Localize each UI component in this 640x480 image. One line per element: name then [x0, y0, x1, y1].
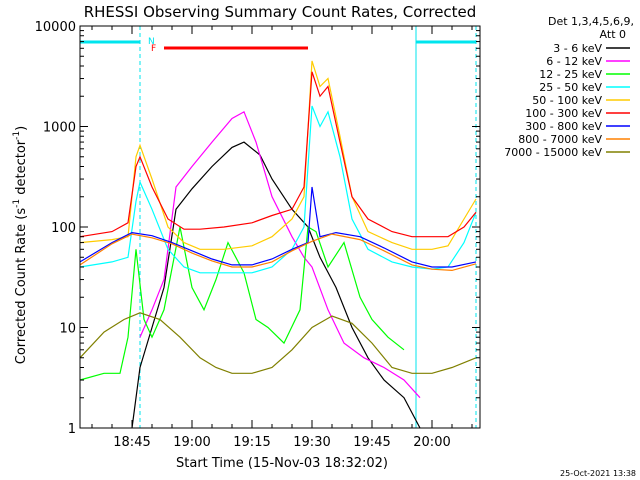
series-line — [139, 110, 421, 399]
y-tick-label: 10 — [59, 322, 76, 337]
plot-region: NF — [79, 26, 477, 429]
legend-label: 25 - 50 keV — [539, 81, 602, 94]
legend-label: 100 - 300 keV — [525, 107, 602, 120]
footer-date: 25-Oct-2021 13:38 — [560, 469, 636, 478]
series-line — [79, 105, 477, 274]
legend-subtitle: Att 0 — [600, 28, 626, 41]
chart-title: RHESSI Observing Summary Count Rates, Co… — [84, 3, 477, 21]
series-line — [79, 60, 477, 250]
x-axis-label: Start Time (15-Nov-03 18:32:02) — [176, 456, 388, 471]
x-tick-label: 19:45 — [353, 435, 390, 450]
y-tick-label: 1 — [68, 422, 76, 437]
legend-label: 800 - 7000 keV — [518, 133, 602, 146]
y-tick-label: 100 — [51, 221, 76, 236]
legend-label: 300 - 800 keV — [525, 120, 602, 133]
series-line — [79, 186, 477, 268]
x-tick-label: 19:15 — [233, 435, 270, 450]
series-line — [79, 226, 405, 381]
legend-label: 7000 - 15000 keV — [504, 146, 602, 159]
y-tick-label: 10000 — [35, 20, 76, 35]
x-tick-label: 19:30 — [293, 435, 330, 450]
series-line — [131, 141, 421, 429]
y-axis-label: Corrected Count Rate (s-1 detector-1) — [12, 126, 29, 364]
x-tick-label: 19:00 — [173, 435, 210, 450]
series-line — [79, 71, 477, 238]
legend-title: Det 1,3,4,5,6,9, — [548, 15, 634, 28]
legend-label: 50 - 100 keV — [532, 94, 602, 107]
legend-label: 3 - 6 keV — [553, 42, 602, 55]
night-flag-label: N — [148, 37, 155, 47]
series-line — [79, 312, 477, 374]
x-tick-label: 18:45 — [113, 435, 150, 450]
series-line — [79, 233, 477, 272]
legend-label: 6 - 12 keV — [546, 55, 602, 68]
legend-label: 12 - 25 keV — [539, 68, 602, 81]
flare-flag-label: F — [151, 44, 156, 54]
x-tick-label: 20:00 — [413, 435, 450, 450]
y-tick-label: 1000 — [43, 121, 76, 136]
